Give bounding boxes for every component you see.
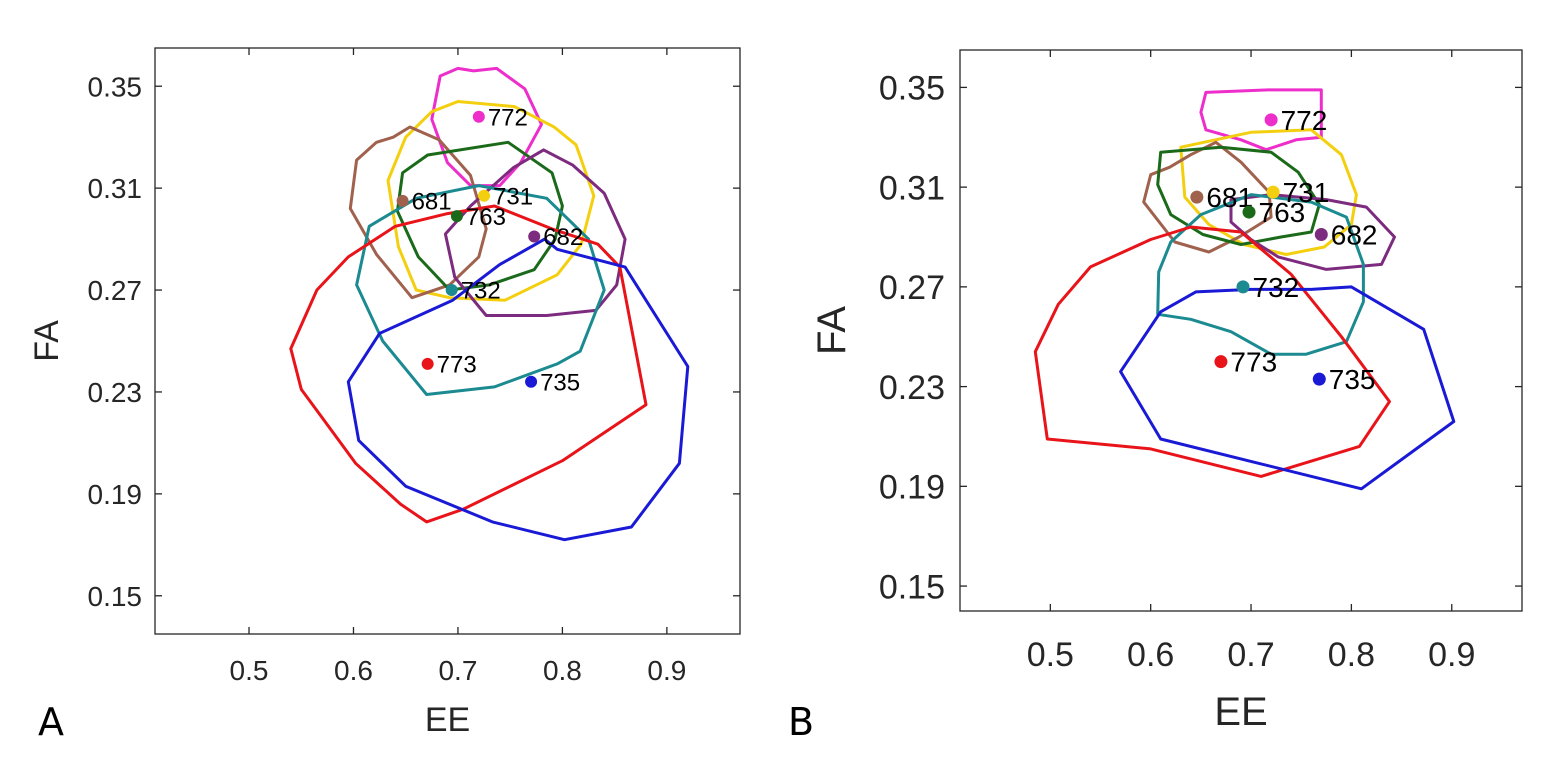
y-tick-label: 0.23 — [879, 369, 945, 407]
point-772 — [472, 110, 485, 123]
point-772 — [1264, 113, 1278, 127]
contour-773 — [1033, 225, 1391, 478]
point-label-773: 773 — [1230, 347, 1277, 378]
contour-682 — [443, 148, 627, 317]
contour-681 — [1142, 140, 1273, 254]
x-tick-label: 0.7 — [438, 655, 477, 686]
x-tick-label: 0.7 — [1227, 636, 1274, 674]
point-773 — [421, 357, 434, 370]
y-tick-label: 0.19 — [88, 479, 143, 510]
y-tick-label: 0.35 — [879, 70, 945, 108]
panel-b-chart: 0.5 0.6 0.7 0.8 0.9 0.15 0.19 0.23 0.27 0.31 0.35 E… — [810, 49, 1523, 734]
y-tick-label: 0.27 — [88, 275, 143, 306]
panel-a-letter: A — [38, 700, 64, 744]
x-tick-label: 0.9 — [647, 655, 686, 686]
point-label-735: 735 — [1329, 364, 1376, 395]
point-763 — [1242, 205, 1256, 219]
point-731 — [1266, 185, 1280, 199]
point-731 — [478, 189, 491, 202]
point-label-681: 681 — [412, 189, 452, 216]
x-tick-label: 0.5 — [1027, 636, 1074, 674]
point-label-772: 772 — [1281, 105, 1328, 136]
contour-732 — [1156, 193, 1365, 356]
contour-773 — [289, 204, 648, 524]
y-tick-label: 0.31 — [88, 173, 143, 204]
x-tick-label: 0.6 — [334, 655, 373, 686]
point-label-735: 735 — [540, 369, 580, 396]
x-axis-label: EE — [1214, 690, 1267, 734]
point-735 — [525, 375, 538, 388]
y-tick-label: 0.15 — [879, 568, 945, 606]
x-tick-label: 0.8 — [1328, 636, 1375, 674]
contour-763 — [1156, 145, 1321, 246]
x-tick-label: 0.9 — [1428, 636, 1475, 674]
y-tick-label: 0.31 — [879, 169, 945, 207]
y-tick-label: 0.15 — [88, 581, 143, 612]
x-axis-label: EE — [425, 701, 470, 739]
y-axis-label: FA — [28, 320, 66, 362]
point-label-732: 732 — [1253, 272, 1300, 303]
point-label-763: 763 — [466, 204, 506, 231]
contour-735 — [346, 237, 690, 542]
point-label-682: 682 — [1331, 220, 1378, 251]
y-tick-label: 0.35 — [88, 71, 143, 102]
x-tick-label: 0.5 — [230, 655, 269, 686]
point-681 — [396, 194, 409, 207]
point-682 — [528, 230, 541, 243]
point-label-731: 731 — [493, 183, 533, 210]
point-732 — [1236, 280, 1250, 294]
panel-a-chart: 0.5 0.6 0.7 0.8 0.9 0.15 0.19 0.23 0.27 0.31 0.35 E… — [28, 47, 741, 739]
y-tick-label: 0.27 — [879, 269, 945, 307]
y-tick-label: 0.23 — [88, 377, 143, 408]
point-label-773: 773 — [437, 352, 477, 379]
x-tick-label: 0.8 — [543, 655, 582, 686]
point-label-732: 732 — [461, 278, 501, 305]
y-tick-label: 0.19 — [879, 469, 945, 507]
contour-735 — [1119, 285, 1456, 491]
point-763 — [450, 210, 463, 223]
point-682 — [1314, 228, 1328, 242]
contour-731 — [386, 100, 596, 302]
y-axis-label: FA — [810, 306, 854, 355]
panel-b-letter: B — [788, 700, 814, 744]
point-735 — [1312, 372, 1326, 386]
point-773 — [1214, 355, 1228, 369]
point-label-682: 682 — [543, 224, 583, 251]
contour-772 — [1199, 88, 1323, 152]
axes-frame — [154, 47, 741, 635]
axes-frame — [959, 49, 1523, 612]
x-tick-label: 0.6 — [1127, 636, 1174, 674]
contour-731 — [1179, 128, 1358, 256]
contour-732 — [355, 184, 606, 396]
point-label-772: 772 — [488, 104, 528, 131]
point-681 — [1190, 190, 1204, 204]
point-label-731: 731 — [1283, 177, 1330, 208]
point-732 — [445, 284, 458, 297]
point-label-763: 763 — [1259, 197, 1306, 228]
